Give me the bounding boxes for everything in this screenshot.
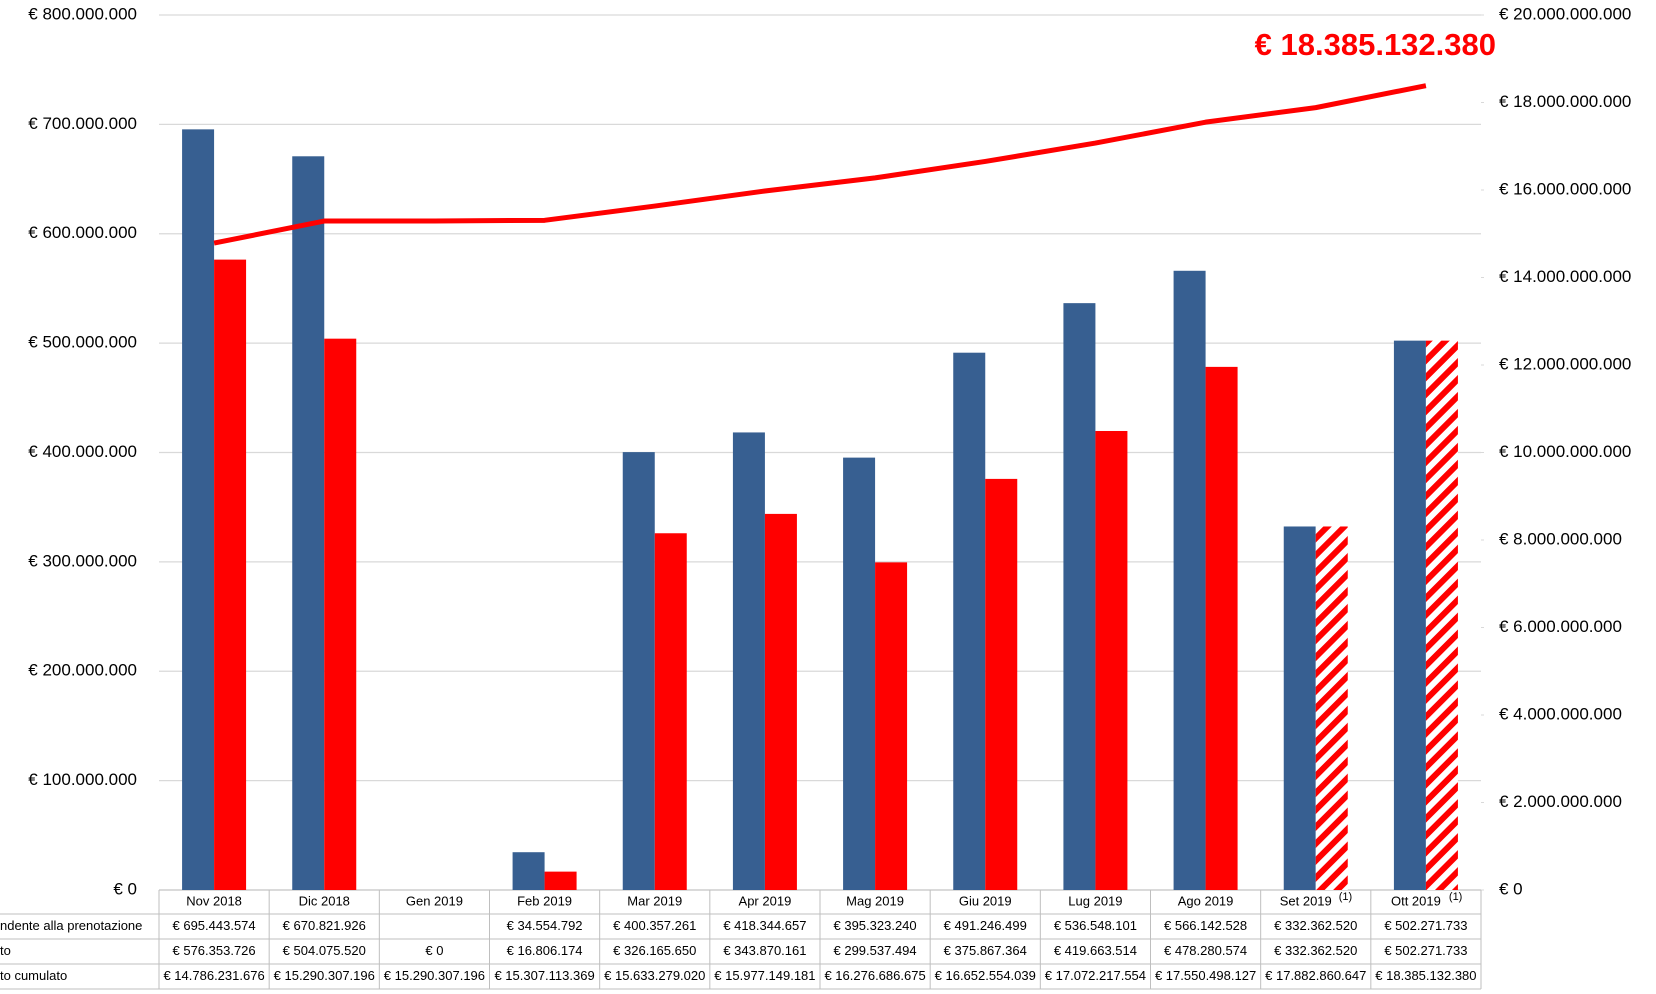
table-value: € 16.806.174: [507, 943, 583, 958]
bar: [544, 871, 577, 890]
y2-tick-label: € 20.000.000.000: [1499, 4, 1631, 23]
y-tick-label: € 600.000.000: [28, 223, 137, 242]
row-label: ndente alla prenotazione: [0, 918, 142, 933]
x-tick-label: Gen 2019: [406, 893, 463, 908]
y2-tick-label: € 0: [1499, 879, 1523, 898]
category-note: (1): [1449, 891, 1462, 903]
y-tick-label: € 700.000.000: [28, 114, 137, 133]
bar: [953, 352, 986, 891]
y2-tick-label: € 18.000.000.000: [1499, 92, 1631, 111]
x-tick-label: Set 2019: [1280, 893, 1332, 908]
bar: [1393, 340, 1426, 891]
y2-tick-label: € 2.000.000.000: [1499, 792, 1622, 811]
table-value: € 343.870.161: [723, 943, 806, 958]
table-value: € 418.344.657: [723, 918, 806, 933]
bar: [985, 478, 1018, 890]
table-value: € 576.353.726: [173, 943, 256, 958]
bar: [764, 513, 797, 890]
table-value: € 419.663.514: [1054, 943, 1137, 958]
table-value: € 491.246.499: [944, 918, 1027, 933]
y-tick-label: € 800.000.000: [28, 4, 137, 23]
x-tick-label: Ago 2019: [1178, 893, 1234, 908]
table-value: € 14.786.231.676: [163, 968, 264, 983]
y2-tick-label: € 12.000.000.000: [1499, 354, 1631, 373]
table-value: € 326.165.650: [613, 943, 696, 958]
x-tick-label: Dic 2018: [299, 893, 350, 908]
y2-tick-label: € 10.000.000.000: [1499, 442, 1631, 461]
x-tick-label: Feb 2019: [517, 893, 572, 908]
y-tick-label: € 100.000.000: [28, 770, 137, 789]
x-tick-label: Mar 2019: [627, 893, 682, 908]
table-value: € 17.550.498.127: [1155, 968, 1256, 983]
table-value: € 332.362.520: [1274, 918, 1357, 933]
bar: [292, 156, 325, 890]
bar: [1315, 526, 1348, 890]
annotation: € 18.385.132.380: [1255, 27, 1496, 62]
y2-tick-label: € 14.000.000.000: [1499, 267, 1631, 286]
table-value: € 15.977.149.181: [714, 968, 815, 983]
table-value: € 15.290.307.196: [274, 968, 375, 983]
table-value: € 332.362.520: [1274, 943, 1357, 958]
bar: [324, 338, 357, 891]
x-tick-label: Mag 2019: [846, 893, 904, 908]
table-value: € 400.357.261: [613, 918, 696, 933]
table-value: € 17.882.860.647: [1265, 968, 1366, 983]
bar: [1173, 270, 1206, 890]
table-value: € 502.271.733: [1384, 943, 1467, 958]
y2-tick-label: € 8.000.000.000: [1499, 529, 1622, 548]
table-value: € 695.443.574: [173, 918, 256, 933]
row-label: to: [0, 943, 11, 958]
table-value: € 478.280.574: [1164, 943, 1247, 958]
bar: [654, 533, 687, 890]
bar: [214, 259, 247, 890]
bar: [843, 457, 876, 890]
y-tick-label: € 0: [113, 879, 137, 898]
table-value: € 15.633.279.020: [604, 968, 705, 983]
bar: [622, 452, 655, 890]
y-tick-label: € 500.000.000: [28, 333, 137, 352]
table-value: € 375.867.364: [944, 943, 1027, 958]
table-value: € 16.276.686.675: [824, 968, 925, 983]
x-tick-label: Ott 2019: [1391, 893, 1441, 908]
bar: [1425, 340, 1458, 891]
x-tick-label: Lug 2019: [1068, 893, 1122, 908]
table-value: € 504.075.520: [283, 943, 366, 958]
row-label: to cumulato: [0, 968, 67, 983]
x-tick-label: Nov 2018: [186, 893, 242, 908]
table-value: € 15.307.113.369: [494, 968, 594, 983]
table-value: € 16.652.554.039: [935, 968, 1036, 983]
table-value: € 34.554.792: [507, 918, 583, 933]
table-value: € 536.548.101: [1054, 918, 1137, 933]
bar: [1205, 366, 1238, 890]
table-value: € 17.072.217.554: [1045, 968, 1146, 983]
table-value: € 18.385.132.380: [1375, 968, 1476, 983]
bar: [182, 129, 215, 891]
y2-tick-label: € 6.000.000.000: [1499, 617, 1622, 636]
table-value: € 670.821.926: [283, 918, 366, 933]
bar: [732, 432, 765, 890]
y-tick-label: € 400.000.000: [28, 442, 137, 461]
table-value: € 0: [425, 943, 443, 958]
bar: [1283, 526, 1316, 890]
table-value: € 395.323.240: [834, 918, 917, 933]
bar: [1063, 303, 1096, 890]
y2-tick-label: € 16.000.000.000: [1499, 179, 1631, 198]
bar: [512, 852, 545, 890]
x-tick-label: Apr 2019: [739, 893, 792, 908]
bar: [875, 562, 908, 890]
bar: [1095, 430, 1128, 890]
x-tick-label: Giu 2019: [959, 893, 1012, 908]
table-value: € 502.271.733: [1384, 918, 1467, 933]
y2-tick-label: € 4.000.000.000: [1499, 704, 1622, 723]
table-value: € 299.537.494: [834, 943, 917, 958]
category-note: (1): [1339, 891, 1352, 903]
table-value: € 566.142.528: [1164, 918, 1247, 933]
line: [213, 83, 1427, 246]
y-tick-label: € 300.000.000: [28, 551, 137, 570]
table-value: € 15.290.307.196: [384, 968, 485, 983]
y-tick-label: € 200.000.000: [28, 661, 137, 680]
